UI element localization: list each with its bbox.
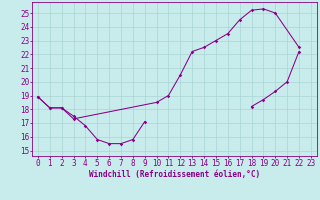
X-axis label: Windchill (Refroidissement éolien,°C): Windchill (Refroidissement éolien,°C): [89, 170, 260, 179]
